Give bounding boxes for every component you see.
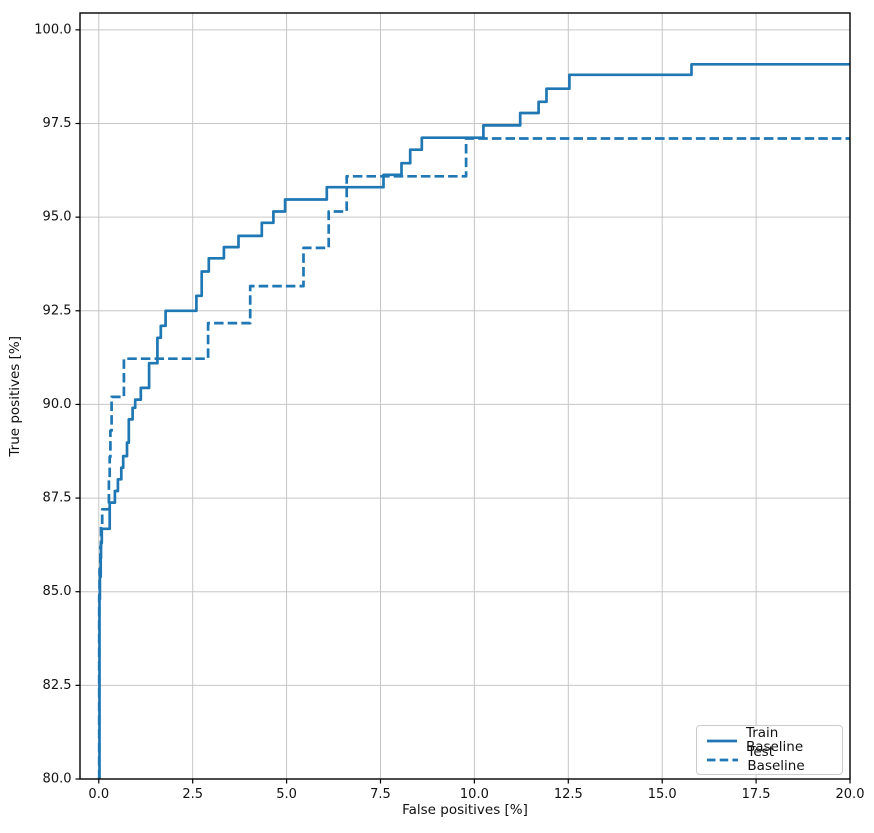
y-tick-label: 100.0	[34, 22, 71, 37]
train-baseline-curve	[98, 62, 850, 779]
x-tick-label: 0.0	[88, 787, 109, 802]
x-tick-label: 7.5	[370, 787, 391, 802]
x-axis-label: False positives [%]	[402, 802, 528, 818]
legend-label-train: Train Baseline	[745, 725, 804, 755]
test-line-sample-icon	[707, 758, 738, 761]
y-tick-label: 82.5	[43, 678, 72, 693]
tick-labels: 0.0 2.5 5.0 7.5 10.0 12.5 15.0 17.5 20.0 80.0 82.5…	[34, 22, 864, 801]
legend: Train Baseline Test Baseline	[696, 725, 843, 775]
y-tick-label: 90.0	[43, 397, 72, 412]
x-tick-label: 5.0	[276, 787, 297, 802]
y-tick-label: 97.5	[43, 116, 72, 131]
y-tick-label: 92.5	[43, 303, 72, 318]
axis-ticks	[75, 29, 851, 784]
legend-label-test: Test Baseline	[747, 744, 805, 774]
plot-border	[79, 12, 851, 780]
test-baseline-curve	[97, 137, 850, 779]
y-tick-label: 87.5	[43, 491, 72, 506]
y-tick-label: 95.0	[43, 210, 72, 225]
legend-item-test: Test Baseline	[706, 745, 834, 772]
x-tick-label: 20.0	[836, 787, 865, 802]
gridlines	[80, 13, 851, 780]
legend-item-train: Train Baseline	[706, 726, 834, 753]
x-tick-label: 10.0	[460, 787, 489, 802]
y-axis-label: True positives [%]	[2, 13, 28, 779]
x-tick-label: 12.5	[554, 787, 583, 802]
train-line-sample-icon	[707, 739, 737, 742]
x-tick-label: 15.0	[648, 787, 677, 802]
x-tick-label: 17.5	[742, 787, 771, 802]
y-tick-label: 85.0	[43, 584, 72, 599]
x-tick-label: 2.5	[182, 787, 203, 802]
y-tick-label: 80.0	[43, 772, 72, 787]
y-axis-label-text: True positives [%]	[7, 335, 23, 457]
